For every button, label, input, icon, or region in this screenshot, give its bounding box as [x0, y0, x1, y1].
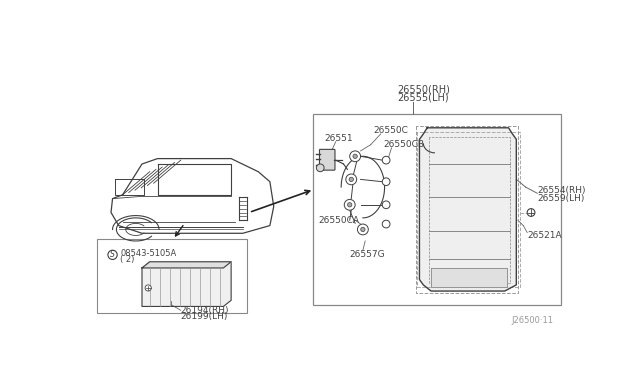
- Circle shape: [346, 174, 356, 185]
- Text: 26550CA: 26550CA: [319, 216, 360, 225]
- Text: 26550(RH): 26550(RH): [397, 84, 451, 94]
- Text: 26550C: 26550C: [373, 126, 408, 135]
- FancyBboxPatch shape: [319, 150, 335, 170]
- Circle shape: [382, 220, 390, 228]
- Circle shape: [349, 151, 360, 162]
- Circle shape: [348, 203, 352, 207]
- Text: 26554(RH): 26554(RH): [537, 186, 586, 195]
- Circle shape: [108, 250, 117, 260]
- Text: 26559(LH): 26559(LH): [537, 194, 584, 203]
- Circle shape: [382, 178, 390, 186]
- Text: 26550CB: 26550CB: [384, 140, 425, 149]
- Text: J26500·11: J26500·11: [511, 316, 554, 325]
- Text: 26551: 26551: [324, 134, 353, 143]
- Circle shape: [353, 154, 357, 158]
- Circle shape: [382, 156, 390, 164]
- Polygon shape: [431, 268, 507, 287]
- Circle shape: [527, 209, 535, 217]
- Circle shape: [316, 164, 324, 172]
- Polygon shape: [142, 262, 231, 268]
- Text: ( 2): ( 2): [120, 255, 134, 264]
- Text: 26194(RH): 26194(RH): [180, 306, 229, 315]
- Text: S: S: [110, 250, 115, 259]
- Circle shape: [145, 285, 151, 291]
- Text: 08543-5105A: 08543-5105A: [120, 249, 177, 258]
- Circle shape: [349, 177, 353, 182]
- Circle shape: [382, 201, 390, 209]
- Bar: [97, 240, 246, 312]
- Text: 26199(LH): 26199(LH): [180, 312, 228, 321]
- Circle shape: [358, 224, 368, 235]
- Text: 26521A: 26521A: [527, 231, 562, 240]
- Text: 26557G: 26557G: [349, 250, 385, 259]
- Bar: [312, 114, 561, 305]
- Polygon shape: [419, 128, 516, 291]
- Circle shape: [361, 227, 365, 232]
- Text: 26555(LH): 26555(LH): [397, 93, 449, 103]
- Polygon shape: [142, 262, 231, 307]
- Circle shape: [344, 199, 355, 210]
